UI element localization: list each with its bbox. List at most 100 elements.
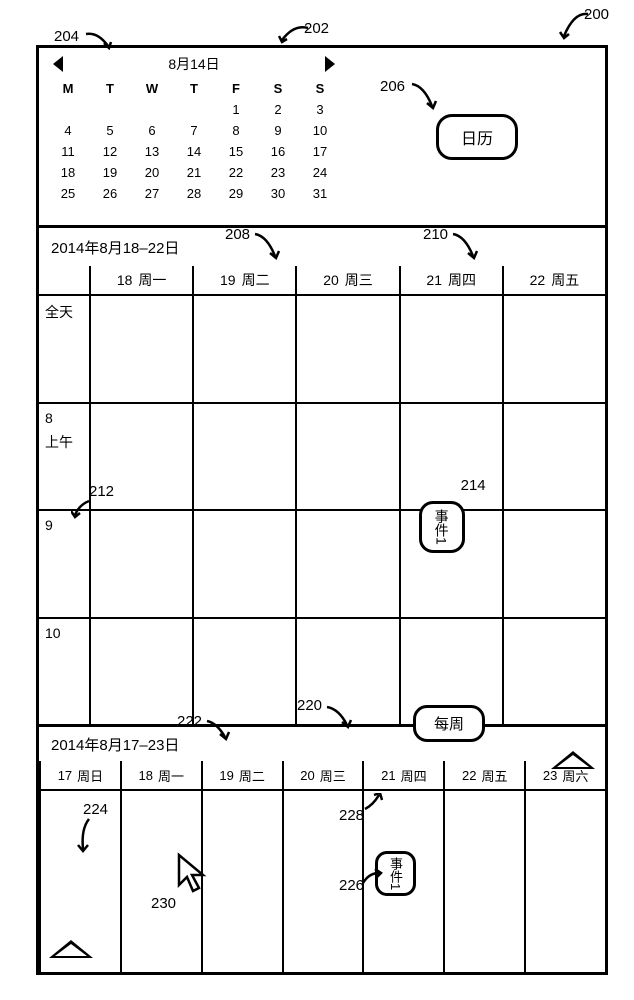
grid-cell[interactable] (297, 296, 398, 404)
peek-day-body[interactable] (41, 791, 120, 972)
mini-cal-day[interactable]: 3 (299, 99, 341, 120)
ref-226: 226 (339, 877, 364, 894)
day-header[interactable]: 18周一 (91, 266, 192, 296)
mini-cal-day[interactable]: 19 (89, 162, 131, 183)
mini-cal-day[interactable]: 16 (257, 141, 299, 162)
mini-cal-day[interactable]: 4 (47, 120, 89, 141)
grid-cell[interactable] (194, 619, 295, 725)
peek-day-header: 22周五 (445, 761, 524, 791)
peek-day-body[interactable] (526, 791, 605, 972)
mini-cal-day[interactable]: 11 (47, 141, 89, 162)
mini-cal-day[interactable]: 10 (299, 120, 341, 141)
peek-day-column[interactable]: 20周三 (282, 761, 363, 972)
time-row-label: 8上午 (39, 404, 89, 512)
grid-cell[interactable] (297, 511, 398, 619)
peek-day-column[interactable]: 23周六 (524, 761, 605, 972)
mini-cal-dow: T (89, 78, 131, 99)
peek-day-header: 19周二 (203, 761, 282, 791)
day-column: 19周二 (194, 266, 297, 724)
peek-event-1[interactable]: 事件1 (375, 851, 416, 896)
grid-cell[interactable] (297, 404, 398, 512)
ref-200: 200 (584, 6, 609, 23)
mini-cal-dow: M (47, 78, 89, 99)
day-header[interactable]: 19周二 (194, 266, 295, 296)
peek-date-range: 2014年8月17–23日 (39, 727, 605, 761)
mini-cal-day[interactable]: 23 (257, 162, 299, 183)
mini-cal-day[interactable]: 30 (257, 183, 299, 204)
peek-day-column[interactable]: 22周五 (443, 761, 524, 972)
ref-230: 230 (151, 895, 176, 912)
mini-cal-day[interactable]: 22 (215, 162, 257, 183)
peek-day-body[interactable] (445, 791, 524, 972)
mini-cal-day (89, 99, 131, 120)
mini-cal-day[interactable]: 14 (173, 141, 215, 162)
main-calendar: 2014年8月18–22日 208 210 全天8上午910 18周一21219… (39, 228, 605, 724)
grid-cell[interactable] (504, 296, 605, 404)
mini-cal-day[interactable]: 25 (47, 183, 89, 204)
mini-cal-day[interactable]: 15 (215, 141, 257, 162)
mini-cal-dow: T (173, 78, 215, 99)
calendar-button[interactable]: 日历 (436, 114, 518, 160)
mini-calendar: 8月14日 MTWTFSS 12345678910111213141516171… (39, 48, 349, 225)
mini-cal-day[interactable]: 2 (257, 99, 299, 120)
grid-cell[interactable] (504, 619, 605, 725)
mini-cal-day[interactable]: 28 (173, 183, 215, 204)
grid-cell[interactable] (194, 296, 295, 404)
mini-calendar-grid: MTWTFSS 12345678910111213141516171819202… (47, 78, 341, 204)
grid-cell[interactable] (91, 296, 192, 404)
grid-cell[interactable] (194, 511, 295, 619)
grid-cell[interactable] (504, 511, 605, 619)
day-header[interactable]: 21周四 (401, 266, 502, 296)
mini-cal-day[interactable]: 18 (47, 162, 89, 183)
next-month-icon[interactable] (325, 56, 335, 72)
time-axis: 全天8上午910 (39, 266, 91, 724)
peek-day-header: 20周三 (284, 761, 363, 791)
mini-cal-day[interactable]: 7 (173, 120, 215, 141)
ref-228: 228 (339, 807, 364, 824)
mini-cal-day (47, 99, 89, 120)
day-header[interactable]: 20周三 (297, 266, 398, 296)
ref-220: 220 (297, 697, 322, 714)
mini-cal-day (173, 99, 215, 120)
mini-cal-day[interactable]: 12 (89, 141, 131, 162)
peek-day-header: 21周四 (364, 761, 443, 791)
grid-cell[interactable] (401, 296, 502, 404)
ref-210: 210 (423, 226, 448, 243)
grid-cell[interactable] (91, 619, 192, 725)
mini-cal-day[interactable]: 17 (299, 141, 341, 162)
mini-cal-day[interactable]: 26 (89, 183, 131, 204)
mini-cal-dow: W (131, 78, 173, 99)
grid-cell[interactable]: 212 (91, 511, 192, 619)
mini-cal-day[interactable]: 8 (215, 120, 257, 141)
peek-collapse-right[interactable] (555, 751, 591, 769)
ref-222: 222 (177, 713, 202, 730)
main-grid: 18周一 212 19周二20周三21周四事件1214 22周五 (91, 266, 605, 724)
mini-cal-day[interactable]: 31 (299, 183, 341, 204)
mini-cal-day[interactable]: 27 (131, 183, 173, 204)
mini-cal-dow: S (299, 78, 341, 99)
grid-cell[interactable] (194, 404, 295, 512)
grid-cell[interactable] (504, 404, 605, 512)
mini-cal-day[interactable]: 13 (131, 141, 173, 162)
ref-202: 202 (304, 20, 329, 37)
mini-cal-day[interactable]: 21 (173, 162, 215, 183)
peek-day-header: 17周日 (41, 761, 120, 791)
prev-month-icon[interactable] (53, 56, 63, 72)
mini-cal-day[interactable]: 1 (215, 99, 257, 120)
mini-cal-day[interactable]: 29 (215, 183, 257, 204)
mini-cal-day[interactable]: 5 (89, 120, 131, 141)
mini-cal-day[interactable]: 20 (131, 162, 173, 183)
event-1[interactable]: 事件1 (419, 501, 465, 553)
ref-204: 204 (54, 28, 79, 45)
peek-day-column[interactable]: 19周二 (201, 761, 282, 972)
mini-cal-day[interactable]: 6 (131, 120, 173, 141)
mini-cal-day (131, 99, 173, 120)
grid-cell[interactable]: 事件1214 (401, 511, 502, 619)
mini-cal-day[interactable]: 9 (257, 120, 299, 141)
sidebar: 8月14日 MTWTFSS 12345678910111213141516171… (39, 48, 605, 228)
mini-cal-day[interactable]: 24 (299, 162, 341, 183)
grid-cell[interactable] (401, 404, 502, 512)
peek-day-body[interactable] (203, 791, 282, 972)
peek-day-column[interactable]: 17周日 (39, 761, 120, 972)
day-header[interactable]: 22周五 (504, 266, 605, 296)
